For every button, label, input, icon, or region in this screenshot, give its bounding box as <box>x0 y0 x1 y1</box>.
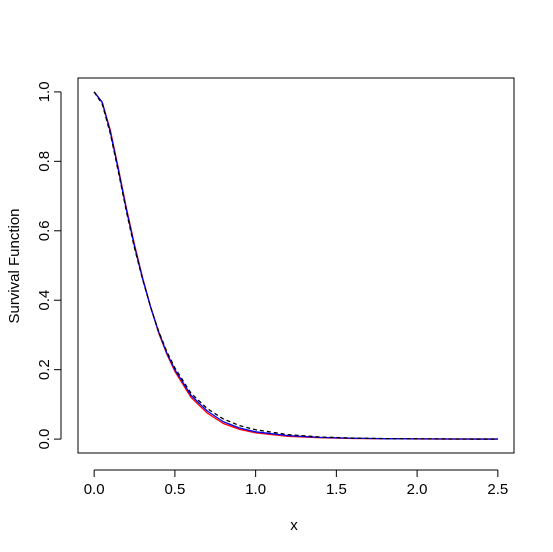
series-line-0 <box>93 91 498 440</box>
y-tick-label: 0.0 <box>36 429 53 450</box>
x-axis-title: x <box>290 517 298 534</box>
y-tick-label: 0.4 <box>36 290 53 311</box>
y-axis-title: Survival Function <box>6 208 23 323</box>
plot-box <box>77 77 515 454</box>
x-axis: 0.0 0.5 1.0 1.5 2.0 2.5 <box>84 469 508 498</box>
series-line-1 <box>93 91 498 440</box>
x-tick-label: 2.5 <box>487 481 508 498</box>
x-tick-label: 2.0 <box>407 481 428 498</box>
x-tick-label: 1.5 <box>326 481 347 498</box>
y-tick-label: 0.2 <box>36 359 53 380</box>
y-tick-label: 1.0 <box>36 81 53 102</box>
y-axis: 0.0 0.2 0.4 0.6 0.8 1.0 <box>36 81 62 450</box>
y-tick-label: 0.6 <box>36 220 53 241</box>
series-line-2 <box>93 91 498 440</box>
x-tick-label: 1.0 <box>245 481 266 498</box>
x-tick-label: 0.5 <box>164 481 185 498</box>
y-tick-label: 0.8 <box>36 151 53 172</box>
series-layer <box>93 91 498 440</box>
x-tick-label: 0.0 <box>84 481 105 498</box>
